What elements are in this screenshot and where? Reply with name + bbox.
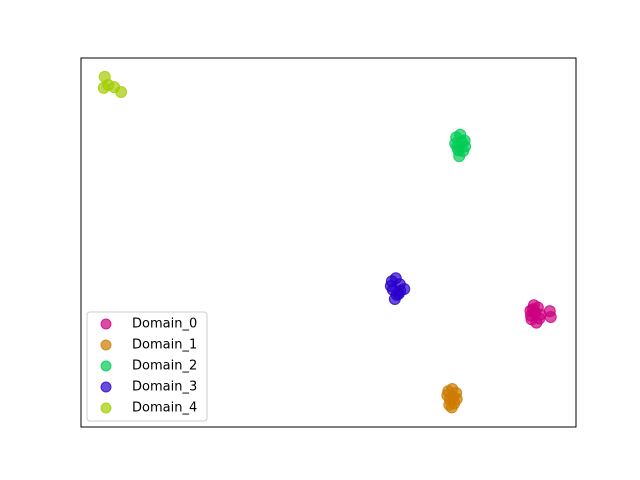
point — [384, 280, 397, 293]
legend-label: Domain_1 — [132, 338, 197, 353]
legend-marker — [100, 402, 112, 414]
point — [452, 144, 465, 157]
point — [526, 303, 539, 316]
legend-marker — [100, 360, 112, 372]
point — [533, 312, 546, 325]
point — [115, 85, 128, 98]
point — [390, 288, 403, 301]
point — [102, 78, 115, 91]
plot-frame — [80, 57, 577, 428]
point — [544, 311, 557, 324]
legend-label: Domain_4 — [132, 401, 197, 416]
legend-marker — [100, 318, 112, 330]
legend-box — [86, 311, 208, 422]
legend-marker — [100, 381, 112, 393]
legend-marker — [100, 339, 112, 351]
point — [443, 398, 456, 411]
legend-label: Domain_2 — [132, 359, 197, 374]
legend-label: Domain_0 — [132, 317, 197, 332]
legend-label: Domain_3 — [132, 380, 197, 395]
